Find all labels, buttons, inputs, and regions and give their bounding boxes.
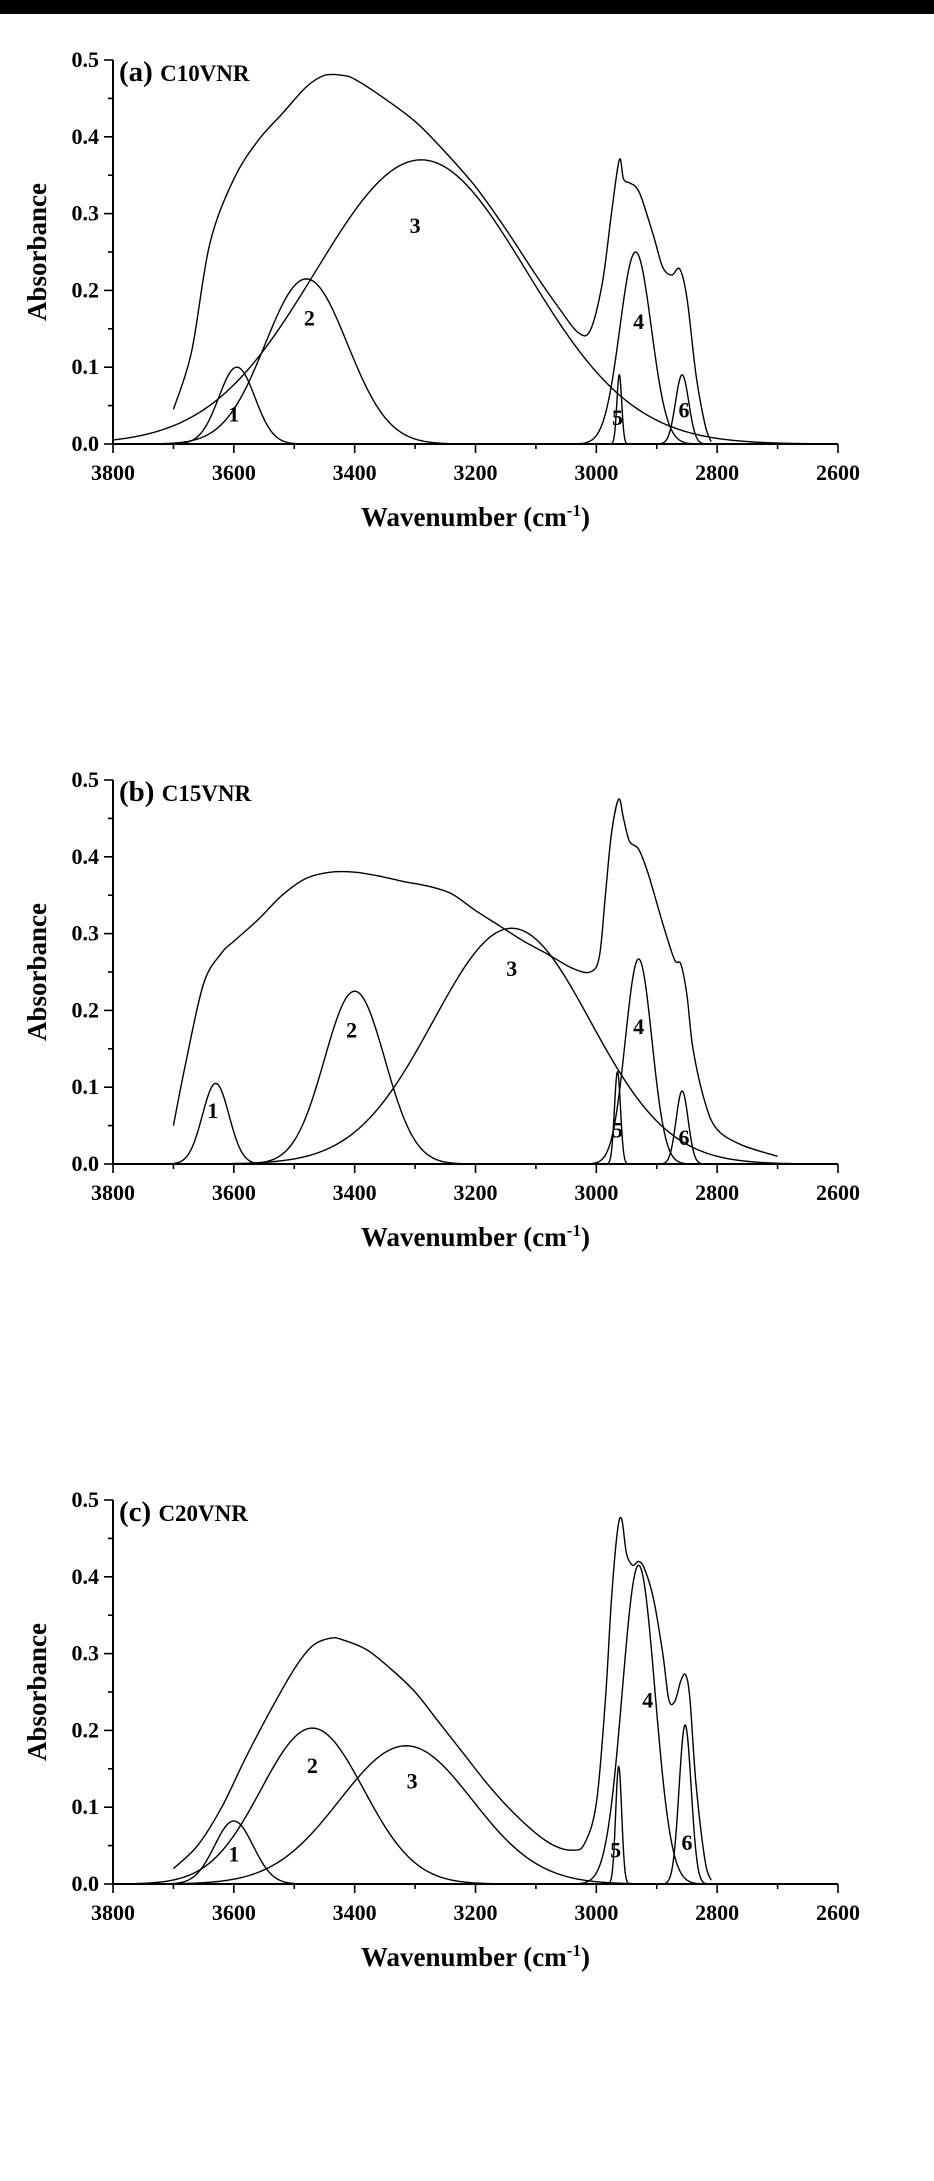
peak-label-1: 1 [207,1098,218,1123]
x-tick-label: 3200 [454,1180,498,1205]
y-tick-label: 0.3 [72,201,100,226]
x-tick-label: 2600 [816,1900,860,1925]
peak-curve-1 [156,1820,312,1885]
x-tick-label: 2800 [695,460,739,485]
chart-panel-b: 0.0 0.1 0.2 0.3 0.4 0.5 3800 3600 3400 3200 3000 28… [22,767,860,1252]
y-tick-label: 0.1 [72,1794,100,1819]
chart-panel-a: 0.0 0.1 0.2 0.3 0.4 0.5 3800 3600 3400 3200 3000 28… [22,47,860,532]
y-axis-title: Absorbance [22,903,52,1041]
y-tick-label: 0.0 [72,431,100,456]
y-tick-label: 0.4 [72,124,100,149]
panel-title: (b) C15VNR [119,776,252,808]
x-tick-label: 3000 [574,1900,618,1925]
peak-curve-6 [660,1724,710,1885]
x-axis-title: Wavenumber (cm-1) [361,501,590,532]
top-rule [0,0,934,14]
peak-curve-5 [609,374,630,445]
y-tick-label: 0.3 [72,1641,100,1666]
peak-curve-1 [162,1082,269,1165]
panel-title: (a) C10VNR [119,56,250,88]
y-tick-label: 0.5 [72,767,100,792]
x-tick-label: 3800 [91,460,135,485]
y-axis-title: Absorbance [22,1623,52,1761]
x-tick-label: 3600 [212,1180,256,1205]
x-tick-label: 3000 [574,1180,618,1205]
x-axis-title: Wavenumber (cm-1) [361,1221,590,1252]
peak-label-3: 3 [506,956,517,981]
y-tick-label: 0.3 [72,921,100,946]
peak-curve-2 [141,278,471,445]
peak-label-3: 3 [410,213,421,238]
peak-label-6: 6 [678,1125,689,1150]
x-tick-label: 3400 [333,1180,377,1205]
peak-curve-6 [657,1090,707,1165]
peak-curve-4 [573,1564,704,1885]
peak-label-2: 2 [346,1018,357,1043]
peak-label-1: 1 [228,1841,239,1866]
peak-curve-3 [112,159,839,445]
peak-curve-2 [233,990,476,1165]
x-tick-label: 2800 [695,1180,739,1205]
x-tick-label: 3200 [454,460,498,485]
peak-curve-2 [112,1727,518,1885]
y-tick-label: 0.0 [72,1151,100,1176]
peak-curve-3 [197,927,826,1165]
y-tick-label: 0.2 [72,997,100,1022]
x-tick-label: 3000 [574,460,618,485]
peak-label-3: 3 [407,1768,418,1793]
peak-curve-5 [605,1070,630,1165]
peak-curve-3 [140,1745,672,1885]
x-tick-label: 2600 [816,1180,860,1205]
peak-label-1: 1 [228,401,239,426]
y-tick-label: 0.4 [72,844,100,869]
peak-label-6: 6 [678,397,689,422]
x-tick-label: 2800 [695,1900,739,1925]
y-tick-label: 0.0 [72,1871,100,1896]
peak-label-4: 4 [633,1014,644,1039]
peak-label-5: 5 [612,405,623,430]
x-tick-label: 3200 [454,1900,498,1925]
peak-curve-5 [606,1765,631,1885]
y-axis-title: Absorbance [22,183,52,321]
x-tick-label: 3600 [212,1900,256,1925]
peak-label-5: 5 [610,1837,621,1862]
chart-panel-c: 0.0 0.1 0.2 0.3 0.4 0.5 3800 3600 3400 3200 3000 28… [22,1487,860,1972]
x-axis-title: Wavenumber (cm-1) [361,1941,590,1972]
y-tick-label: 0.4 [72,1564,100,1589]
x-tick-label: 2600 [816,460,860,485]
y-tick-label: 0.5 [72,1487,100,1512]
peak-curve-6 [655,374,709,445]
y-tick-label: 0.1 [72,354,100,379]
x-tick-label: 3400 [333,460,377,485]
panel-title: (c) C20VNR [119,1496,248,1528]
peak-label-6: 6 [681,1830,692,1855]
y-tick-label: 0.2 [72,1717,100,1742]
peak-label-2: 2 [304,305,315,330]
x-tick-label: 3400 [333,1900,377,1925]
envelope-curve [172,73,712,442]
x-tick-label: 3600 [212,460,256,485]
x-tick-label: 3800 [91,1180,135,1205]
peak-curve-4 [585,958,692,1165]
x-tick-label: 3800 [91,1900,135,1925]
y-tick-label: 0.5 [72,47,100,72]
peak-label-4: 4 [633,309,644,334]
envelope-curve [172,1516,712,1881]
envelope-curve [172,798,778,1157]
peak-curve-4 [572,251,699,445]
y-tick-label: 0.1 [72,1074,100,1099]
peak-label-5: 5 [612,1117,623,1142]
peak-label-2: 2 [307,1753,318,1778]
y-tick-label: 0.2 [72,277,100,302]
peak-label-4: 4 [642,1688,653,1713]
